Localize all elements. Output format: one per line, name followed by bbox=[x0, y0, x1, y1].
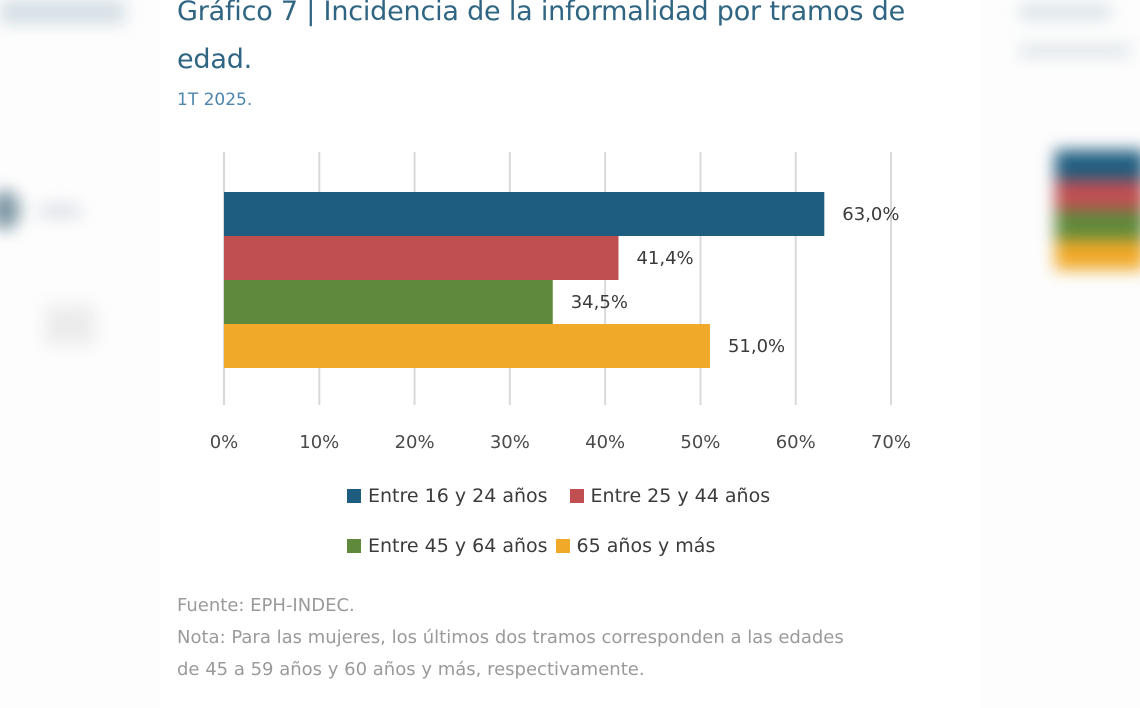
data-label: 41,4% bbox=[636, 248, 693, 269]
legend-swatch bbox=[555, 539, 570, 553]
x-tick-label: 20% bbox=[395, 432, 435, 453]
blurred-shape bbox=[1020, 5, 1110, 19]
legend-row-1: Entre 16 y 24 años Entre 25 y 44 años bbox=[347, 485, 770, 507]
blurred-header-strip bbox=[0, 0, 125, 24]
legend-swatch bbox=[347, 489, 361, 503]
blurred-background-right bbox=[980, 0, 1140, 708]
note-line-2: de 45 a 59 años y 60 años y más, respect… bbox=[177, 659, 645, 680]
legend-swatch bbox=[347, 539, 361, 553]
x-tick-label: 10% bbox=[299, 432, 339, 453]
legend-label: Entre 45 y 64 años bbox=[368, 535, 548, 557]
note-line-1: Nota: Para las mujeres, los últimos dos … bbox=[177, 627, 844, 648]
x-axis-ticks: 0% 10% 20% 30% 40% 50% 60% 70% bbox=[210, 432, 911, 453]
blurred-shape bbox=[1020, 45, 1130, 57]
bar-4 bbox=[224, 324, 710, 368]
bar-1 bbox=[224, 192, 825, 236]
legend-label: 65 años y más bbox=[576, 535, 716, 557]
x-tick-label: 60% bbox=[776, 432, 816, 453]
blurred-shape bbox=[45, 305, 95, 345]
data-labels: 63,0% 41,4% 34,5% 51,0% bbox=[571, 204, 900, 357]
legend-item: Entre 16 y 24 años bbox=[347, 485, 548, 507]
blurred-background-left bbox=[0, 0, 165, 708]
bar-chart: 63,0% 41,4% 34,5% 51,0% 0% 10% 20% 30% 40% 50% 60… bbox=[210, 152, 911, 453]
chart-title: Gráfico 7 | Incidencia de la informalida… bbox=[177, 0, 905, 75]
legend-item: Entre 45 y 64 años bbox=[347, 535, 548, 557]
legend-item: 65 años y más bbox=[555, 535, 716, 557]
bar-2 bbox=[224, 236, 619, 280]
x-tick-label: 40% bbox=[585, 432, 625, 453]
legend-label: Entre 16 y 24 años bbox=[368, 485, 548, 507]
x-tick-label: 70% bbox=[871, 432, 911, 453]
x-tick-label: 0% bbox=[210, 432, 239, 453]
blurred-bars bbox=[1055, 150, 1140, 270]
legend-item: Entre 25 y 44 años bbox=[569, 485, 771, 507]
legend-label: Entre 25 y 44 años bbox=[590, 485, 771, 507]
bars bbox=[224, 192, 825, 368]
chart-subtitle: 1T 2025. bbox=[177, 90, 253, 110]
data-label: 34,5% bbox=[571, 292, 628, 313]
data-label: 63,0% bbox=[842, 204, 899, 225]
legend-row-2: Entre 45 y 64 años 65 años y más bbox=[347, 535, 715, 557]
x-tick-label: 30% bbox=[490, 432, 530, 453]
blurred-shape bbox=[0, 190, 20, 230]
source-note: Fuente: EPH-INDEC. bbox=[177, 595, 355, 616]
bar-3 bbox=[224, 280, 553, 324]
chart-card: Gráfico 7 | Incidencia de la informalida… bbox=[160, 0, 980, 708]
blurred-shape bbox=[40, 205, 80, 217]
x-tick-label: 50% bbox=[680, 432, 720, 453]
data-label: 51,0% bbox=[728, 336, 785, 357]
legend-swatch bbox=[569, 489, 584, 503]
chart-footer: Fuente: EPH-INDEC. Nota: Para las mujere… bbox=[177, 590, 977, 686]
